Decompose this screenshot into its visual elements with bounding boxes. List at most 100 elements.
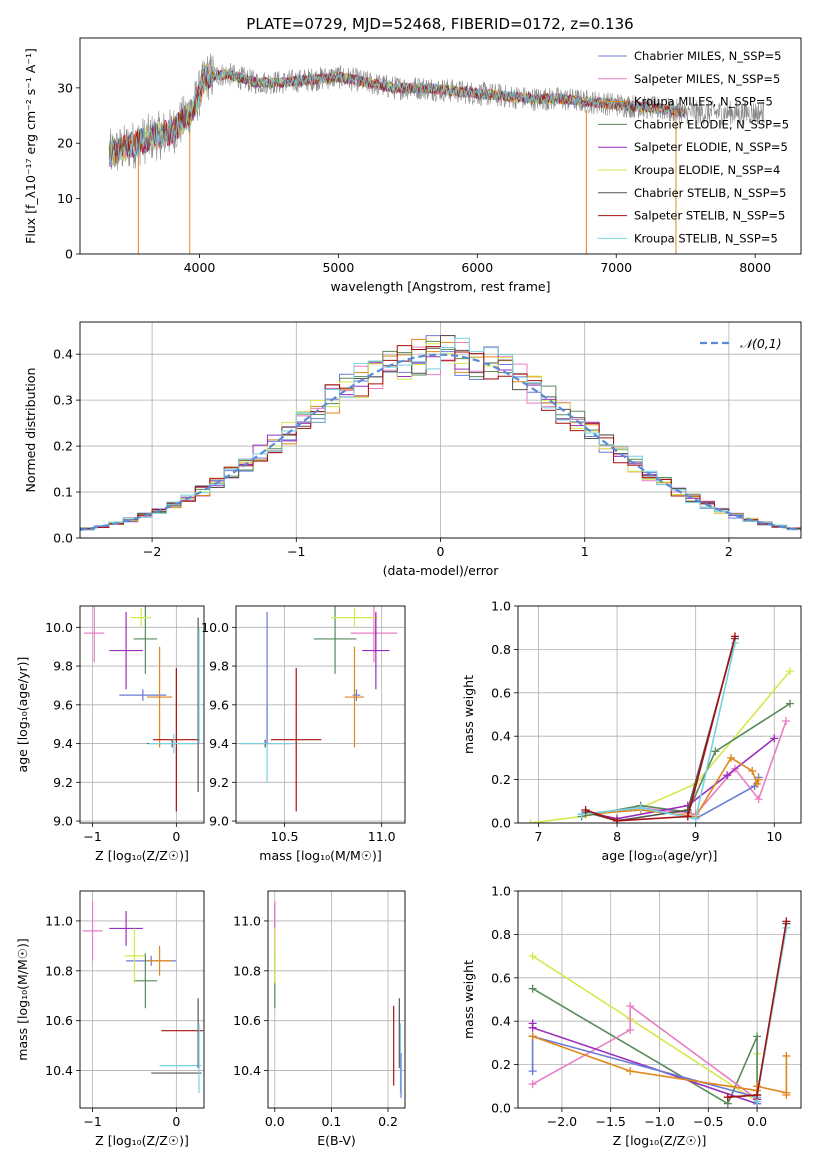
y-tick-label: 0.0 — [53, 531, 73, 546]
x-tick-label: −2.0 — [547, 1114, 577, 1129]
x-tick-label: 0.2 — [378, 1114, 398, 1129]
weight-marker — [785, 699, 794, 708]
y-tick-label: 9.6 — [53, 697, 73, 712]
weight-marker — [754, 795, 763, 804]
error-bar-point — [124, 928, 145, 984]
weight-marker — [577, 810, 586, 819]
legend-label: Salpeter STELIB, N_SSP=5 — [634, 209, 785, 223]
plot-area — [526, 632, 794, 823]
error-bar-point — [152, 668, 200, 812]
x-axis-label: wavelength [Angstrom, rest frame] — [330, 279, 550, 294]
weight-series-line — [581, 720, 787, 816]
error-bar-point — [133, 953, 158, 1009]
chart-spectrum: 4000 5000 6000 7000 8000 0 10 20 30 wavelength [A… — [23, 37, 802, 294]
chart-age_vs_mass: 10.5 11.0 9.0 9.2 9.4 9.6 9.8 10.0 mass [log₁₀(M… — [201, 605, 406, 863]
histogram-series — [80, 345, 801, 533]
chart-weight_vs_Z: −2.0 −1.5 −1.0 −0.5 0.0 0.0 0.2 0.4 0.6 0.8 1.0 Z [… — [461, 884, 802, 1148]
plot-area — [80, 335, 801, 533]
y-tick-label: 0.0 — [491, 1101, 511, 1116]
x-tick-label: 7 — [534, 829, 542, 844]
y-tick-label: 11.0 — [45, 913, 73, 928]
plot-area — [108, 53, 765, 254]
axes-frame — [235, 605, 406, 824]
weight-marker — [748, 766, 757, 775]
y-axis-label: mass weight — [461, 960, 476, 1039]
weight-marker — [727, 753, 736, 762]
y-tick-label: 0.6 — [491, 685, 511, 700]
y-tick-label: 9.4 — [53, 736, 73, 751]
histogram-series — [80, 335, 801, 532]
weight-marker — [782, 917, 791, 926]
y-axis-label: mass weight — [461, 675, 476, 754]
error-bar-point — [82, 900, 103, 961]
x-tick-label: −1 — [83, 1114, 101, 1129]
x-tick-label: 11.0 — [368, 829, 396, 844]
x-tick-label: 7000 — [600, 260, 632, 275]
x-tick-label: 0 — [172, 829, 180, 844]
weight-marker — [782, 717, 791, 726]
weight-series-line — [531, 1023, 758, 1105]
weight-marker — [785, 667, 794, 676]
weight-marker — [626, 1067, 635, 1076]
error-bar-point — [148, 733, 199, 754]
legend-label: Salpeter MILES, N_SSP=5 — [634, 72, 780, 86]
y-tick-label: 1.0 — [491, 599, 511, 614]
error-bar-point — [313, 606, 357, 674]
chart-mass_vs_EBV: 0.0 0.1 0.2 10.4 10.6 10.8 11.0 E(B-V) — [233, 890, 406, 1148]
y-tick-label: 9.2 — [209, 775, 229, 790]
legend-label: Chabrier STELIB, N_SSP=5 — [634, 186, 786, 200]
y-tick-label: 10.6 — [233, 1013, 261, 1028]
weight-marker — [753, 1090, 762, 1099]
y-tick-label: 10 — [57, 191, 73, 206]
x-axis-label: Z [log₁₀(Z/Z☉)] — [95, 848, 189, 863]
plot-area — [528, 917, 791, 1108]
y-tick-label: 10.4 — [45, 1063, 73, 1078]
x-tick-label: 0.0 — [265, 1114, 285, 1129]
y-tick-label: 0.4 — [53, 347, 73, 362]
weight-marker — [528, 1080, 537, 1089]
y-tick-label: 9.4 — [209, 736, 229, 751]
chart-age_vs_Z: −1 0 9.0 9.2 9.4 9.6 9.8 10.0 Z [log₁₀(Z/Z☉)] age… — [15, 605, 205, 863]
weight-marker — [626, 1025, 635, 1034]
weight-marker — [691, 814, 700, 823]
weight-marker — [730, 632, 739, 641]
error-bar-point — [109, 910, 143, 946]
y-axis-label: Normed distribution — [23, 368, 38, 493]
y-tick-label: 0.4 — [491, 729, 511, 744]
y-tick-label: 0.2 — [491, 1057, 511, 1072]
axes-frame — [79, 321, 802, 539]
x-tick-label: −1 — [287, 544, 305, 559]
y-tick-label: 0.8 — [491, 642, 511, 657]
axes-frame — [79, 605, 205, 824]
weight-series-line — [530, 670, 791, 823]
y-tick-label: 1.0 — [491, 884, 511, 899]
error-bar-point — [109, 611, 143, 690]
axes-frame — [517, 890, 802, 1109]
x-axis-label: E(B-V) — [317, 1133, 356, 1148]
legend-label: Chabrier ELODIE, N_SSP=5 — [634, 117, 789, 131]
y-tick-label: 10.0 — [45, 620, 73, 635]
x-axis-label: Z [log₁₀(Z/Z☉)] — [95, 1133, 189, 1148]
y-tick-label: 9.2 — [53, 775, 73, 790]
weight-series-line — [585, 636, 736, 822]
x-tick-label: 10 — [766, 829, 782, 844]
x-tick-label: 9 — [692, 829, 700, 844]
legend-label: Chabrier MILES, N_SSP=5 — [634, 49, 781, 63]
chart-residuals: −2 −1 0 1 2 0.0 0.1 0.2 0.3 0.4 (data-model)/error… — [23, 321, 802, 578]
error-bar-point — [133, 606, 158, 674]
chart-mass_vs_Z: −1 0 10.4 10.6 10.8 11.0 Z [log₁₀(Z/Z☉)] mass [… — [15, 890, 205, 1148]
y-tick-label: 9.8 — [53, 659, 73, 674]
plot-area — [82, 900, 204, 1094]
axes-frame — [79, 37, 802, 255]
histogram-series — [80, 337, 801, 531]
weight-marker — [782, 1090, 791, 1099]
weight-marker — [528, 1023, 537, 1032]
legend-label: Kroupa STELIB, N_SSP=5 — [634, 231, 778, 245]
histogram-series — [80, 335, 801, 532]
y-axis-label: mass [log₁₀(M/M☉)] — [15, 938, 30, 1060]
x-tick-label: 2 — [725, 544, 733, 559]
plot-area — [84, 606, 200, 812]
y-tick-label: 10.0 — [201, 620, 229, 635]
weight-series-line — [581, 642, 736, 820]
